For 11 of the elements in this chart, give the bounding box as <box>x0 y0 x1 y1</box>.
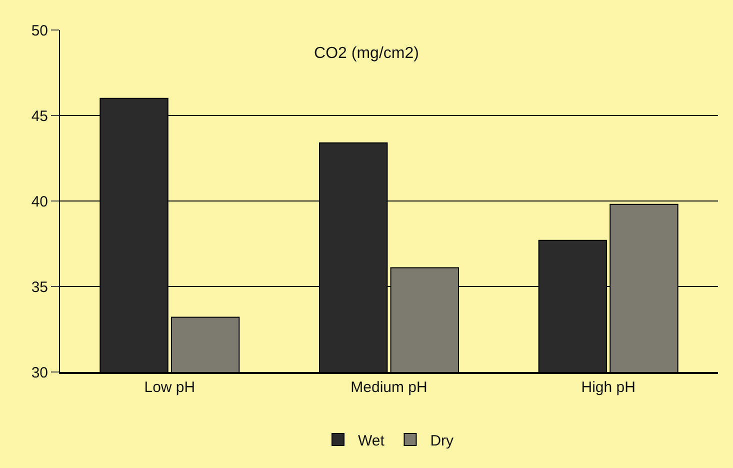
y-tick-label: 40 <box>31 193 48 210</box>
legend-label: Dry <box>430 432 454 450</box>
legend-label: Wet <box>358 432 386 450</box>
text: CO2 (mg/cm2) <box>314 45 419 62</box>
y-tick-label: 30 <box>31 364 48 382</box>
y-tick-label: 50 <box>31 22 48 40</box>
y-tick-label: 45 <box>31 108 48 125</box>
y-tick-label: 35 <box>31 278 48 296</box>
x-tick-label: Medium pH <box>350 379 428 396</box>
x-tick-label: Low pH <box>144 379 196 396</box>
x-tick-label: High pH <box>581 379 636 396</box>
